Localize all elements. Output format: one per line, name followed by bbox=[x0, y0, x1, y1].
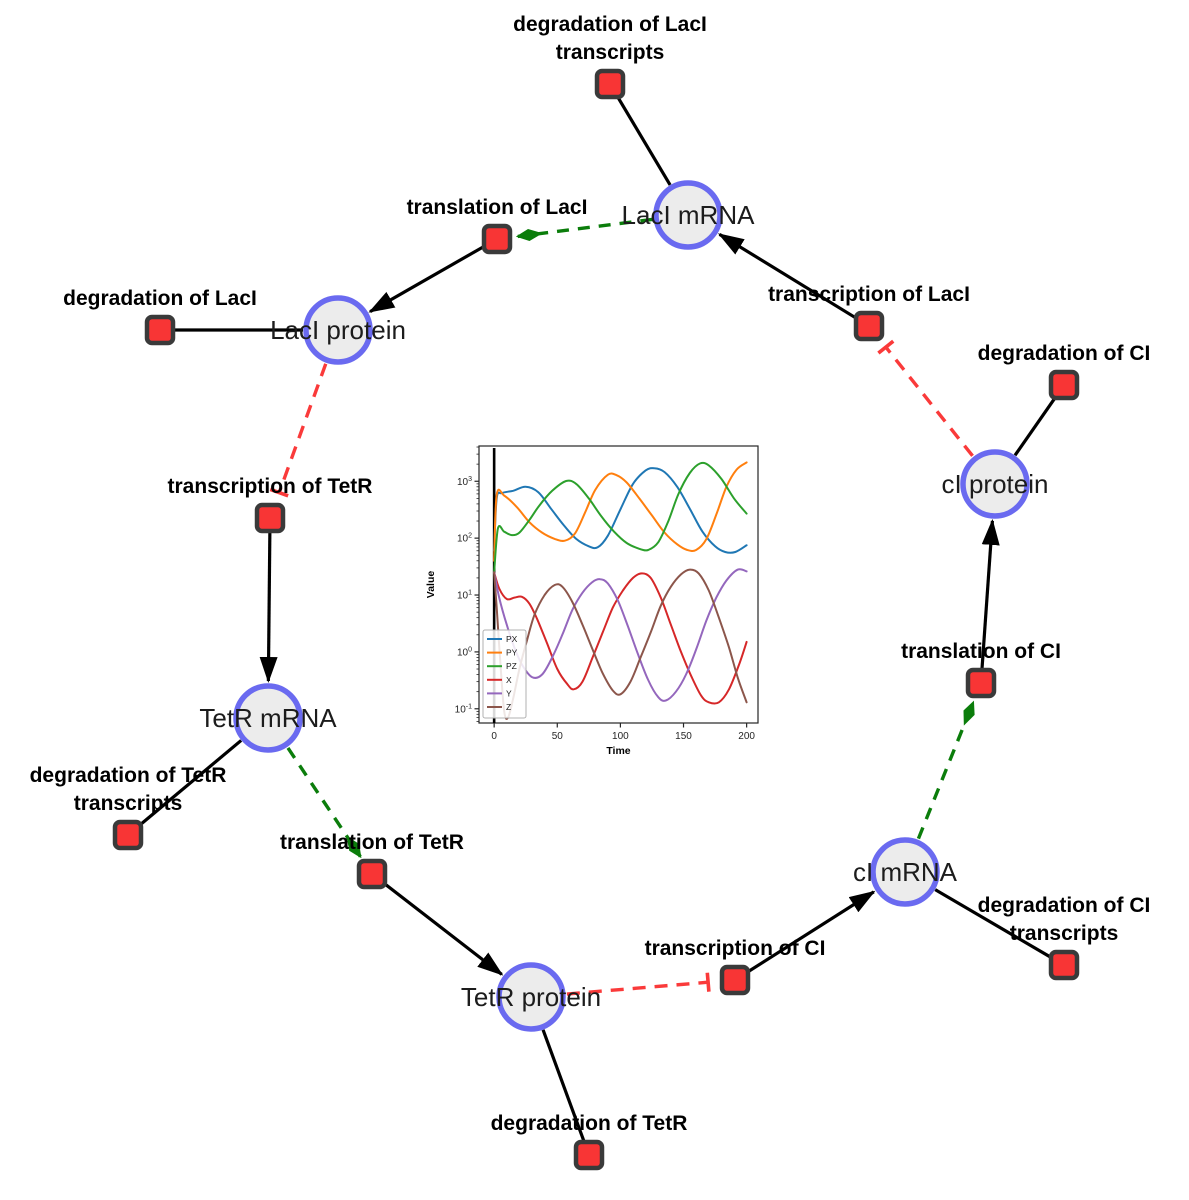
series-PY bbox=[493, 461, 748, 562]
series-PZ bbox=[493, 461, 748, 574]
inhibition-tbar-tc-tetr bbox=[269, 487, 289, 498]
edge-ci-mrna-transl-ci bbox=[916, 700, 975, 840]
legend-label: PZ bbox=[506, 661, 517, 671]
reaction-node-tc-tetr[interactable] bbox=[254, 502, 286, 534]
species-label: cI mRNA bbox=[853, 857, 958, 887]
reaction-node-deg-ci-tx[interactable] bbox=[1048, 949, 1080, 981]
x-axis-label: Time bbox=[606, 745, 630, 757]
species-label: cI protein bbox=[942, 469, 1049, 499]
x-tick-label: 0 bbox=[491, 731, 497, 742]
reaction-node-deg-laci-tx[interactable] bbox=[594, 68, 626, 100]
y-tick-label: 103 bbox=[457, 476, 472, 488]
reaction-node-transl-ci[interactable] bbox=[965, 667, 997, 699]
x-tick-label: 200 bbox=[738, 731, 755, 742]
legend-label: PY bbox=[506, 648, 518, 658]
edge-transl-tetr-tetr-protein bbox=[382, 881, 504, 976]
reaction-label: degradation of CI bbox=[978, 894, 1151, 917]
y-axis-label: Value bbox=[425, 571, 437, 599]
edge-tc-laci-laci-mrna bbox=[717, 232, 858, 321]
species-label: TetR protein bbox=[461, 982, 601, 1012]
x-tick-label: 50 bbox=[552, 731, 564, 742]
edge-tc-ci-ci-mrna bbox=[745, 890, 876, 974]
edges-layer bbox=[136, 94, 1058, 1144]
inhibition-tbar-tc-laci bbox=[877, 339, 895, 355]
y-tick-label: 10-1 bbox=[455, 703, 472, 715]
legend-label: X bbox=[506, 675, 512, 685]
edge-laci-mrna-transl-laci bbox=[515, 217, 653, 241]
y-tick-label: 101 bbox=[457, 590, 472, 602]
species-label: LacI protein bbox=[270, 315, 406, 345]
reaction-node-tc-laci[interactable] bbox=[853, 310, 885, 342]
reaction-label: transcripts bbox=[74, 792, 183, 815]
inhibition-tbar-tc-ci bbox=[705, 972, 711, 992]
reaction-label: degradation of CI bbox=[978, 342, 1151, 365]
reaction-label: transcription of TetR bbox=[168, 475, 373, 498]
reaction-label: degradation of TetR bbox=[30, 764, 227, 787]
legend-label: Y bbox=[506, 688, 512, 698]
species-node-tetr-mrna[interactable] bbox=[233, 683, 303, 753]
edge-laci-protein-tc-tetr bbox=[277, 363, 328, 494]
y-tick-label: 102 bbox=[457, 533, 472, 545]
series-Y bbox=[493, 568, 748, 702]
reaction-node-transl-laci[interactable] bbox=[481, 223, 513, 255]
legend: PX PY PZ XYZ bbox=[482, 629, 527, 719]
x-tick-label: 150 bbox=[675, 731, 692, 742]
reaction-node-deg-tetr[interactable] bbox=[573, 1139, 605, 1171]
legend-box bbox=[482, 629, 527, 719]
series-PX bbox=[493, 467, 748, 554]
reaction-label: translation of LacI bbox=[407, 196, 588, 219]
species-label: TetR mRNA bbox=[199, 703, 337, 733]
edge-tetr-protein-tc-ci bbox=[566, 980, 709, 996]
reaction-label: translation of CI bbox=[901, 640, 1061, 663]
species-label: LacI mRNA bbox=[622, 200, 756, 230]
edge-transl-ci-ci-protein bbox=[980, 518, 1000, 670]
species-node-ci-mrna[interactable] bbox=[870, 837, 940, 907]
reaction-node-tc-ci[interactable] bbox=[719, 964, 751, 996]
edge-transl-laci-laci-protein bbox=[368, 244, 486, 314]
y-tick-label: 100 bbox=[457, 646, 472, 658]
species-node-ci-protein[interactable] bbox=[960, 449, 1030, 519]
reaction-node-deg-tetr-tx[interactable] bbox=[112, 819, 144, 851]
legend-label: Z bbox=[506, 702, 511, 712]
edge-tc-tetr-tetr-mrna bbox=[259, 531, 278, 684]
species-node-laci-mrna[interactable] bbox=[653, 180, 723, 250]
edge-tetr-mrna-transl-tetr bbox=[286, 747, 362, 859]
reaction-node-deg-ci[interactable] bbox=[1048, 369, 1080, 401]
reaction-label: degradation of LacI bbox=[63, 287, 257, 310]
edge-tetr-mrna-deg-tetr-tx bbox=[136, 739, 243, 828]
reaction-label: transcription of CI bbox=[645, 937, 826, 960]
edge-laci-mrna-deg-laci-tx bbox=[615, 94, 672, 186]
reaction-label: degradation of TetR bbox=[491, 1112, 688, 1135]
axes-frame bbox=[478, 445, 759, 724]
reaction-node-deg-laci[interactable] bbox=[144, 314, 176, 346]
edge-ci-protein-deg-ci bbox=[1013, 394, 1058, 457]
reaction-label: translation of TetR bbox=[280, 831, 464, 854]
reaction-node-transl-tetr[interactable] bbox=[356, 858, 388, 890]
species-node-tetr-protein[interactable] bbox=[496, 962, 566, 1032]
edge-ci-protein-tc-laci bbox=[884, 346, 974, 457]
edge-tetr-protein-deg-tetr bbox=[541, 1029, 587, 1144]
reaction-label: transcripts bbox=[556, 41, 665, 64]
x-tick-label: 100 bbox=[612, 731, 629, 742]
nodes-layer bbox=[112, 68, 1080, 1171]
reaction-label: transcription of LacI bbox=[768, 283, 970, 306]
edge-ci-mrna-deg-ci-tx bbox=[934, 888, 1054, 960]
legend-label: PX bbox=[506, 634, 518, 644]
species-node-laci-protein[interactable] bbox=[303, 295, 373, 365]
reaction-label: transcripts bbox=[1010, 922, 1119, 945]
series-X bbox=[493, 571, 748, 705]
labels-layer: degradation of LacI transcripts translatio… bbox=[30, 13, 1151, 1135]
reaction-label: degradation of LacI bbox=[513, 13, 707, 36]
